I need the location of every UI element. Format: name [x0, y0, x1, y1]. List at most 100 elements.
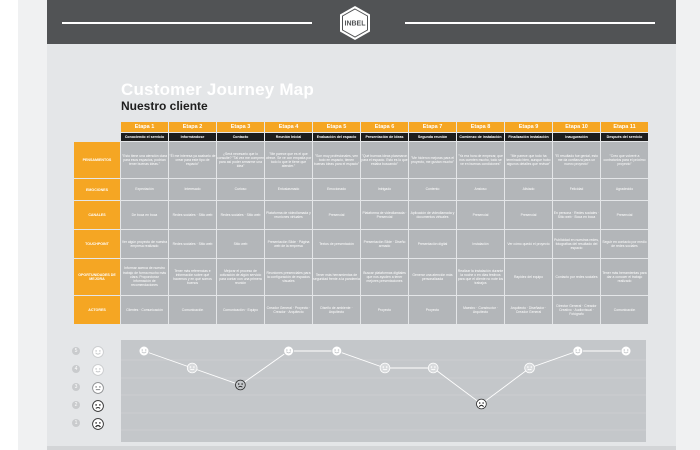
table-cell: Ansioso: [457, 179, 504, 200]
table-cell: "Él me interesa ya acabarlo de crear par…: [169, 142, 216, 178]
table-row: PENSAMIENTOS "Esto tiene una atención cla…: [74, 142, 648, 178]
table-cell: Publicidad en nuestras redes, fotografía…: [553, 230, 600, 258]
emotion-point-8-very-sad-face-icon: [476, 398, 487, 410]
inbel-logo: INBEL: [337, 5, 373, 41]
table-cell: Mejorar el proceso de cotización de algú…: [217, 259, 264, 295]
table-cell: Presencial: [601, 201, 648, 229]
level-dot: 5: [72, 347, 80, 355]
emotion-scale-row: 3: [72, 381, 162, 394]
table-cell: "Qué buenas ideas plasmaron para el espa…: [361, 142, 408, 178]
table-cell: Aplicación de videollamada y documentos …: [409, 201, 456, 229]
table-cell: Proyecto: [361, 296, 408, 324]
header-line-right: [405, 22, 655, 24]
table-cell: "Me parece que es el que ofrece. Se ve c…: [265, 142, 312, 178]
stage-header-10: Etapa 10: [553, 122, 600, 132]
table-cell: Entusiasmado: [265, 179, 312, 200]
table-corner: [74, 122, 120, 132]
table-cell: Redes sociales · Sitio web: [217, 201, 264, 229]
stage-header-9: Etapa 9: [505, 122, 552, 132]
table-cell: Clientes · Comunicación: [121, 296, 168, 324]
table-cell: Ver algún proyecto de nuestra empresa re…: [121, 230, 168, 258]
table-cell: Presentación digital: [409, 230, 456, 258]
bottom-bar: [47, 446, 676, 450]
stage-name-8: Comienzo de instalación: [457, 133, 504, 141]
row-label: CANALES: [74, 201, 120, 229]
emotion-point-10-very-happy-face-icon: [572, 345, 584, 357]
table-cell: Maestro · Constructor · Arquitecto: [457, 296, 504, 324]
row-label: PENSAMIENTOS: [74, 142, 120, 178]
logo-text: INBEL: [345, 21, 367, 28]
stage-header-4: Etapa 4: [265, 122, 312, 132]
table-cell: "Esto tiene una atención clara para esos…: [121, 142, 168, 178]
table-cell: Comunicación: [601, 296, 648, 324]
table-cell: Redes sociales · Sitio web: [169, 201, 216, 229]
table-cell: Textos de presentación: [313, 230, 360, 258]
table-cell: Buscar plataformas digitales que nos ayu…: [361, 259, 408, 295]
level-dot: 3: [72, 383, 80, 391]
table-cell: Presencial: [505, 201, 552, 229]
table-cell: Interesado: [169, 179, 216, 200]
emotion-point-6-happy-face-icon: [379, 362, 391, 374]
table-cell: Aliviado: [505, 179, 552, 200]
journey-table: Etapa 1 Etapa 2 Etapa 3 Etapa 4 Etapa 5 Etapa…: [73, 121, 649, 325]
emotion-scale-row: 4: [72, 363, 162, 376]
stage-header-1: Etapa 1: [121, 122, 168, 132]
level-dot: 2: [72, 401, 80, 409]
table-cell: Presencial: [457, 201, 504, 229]
emotion-point-7-happy-face-icon: [427, 362, 439, 374]
emotion-point-2-happy-face-icon: [186, 362, 198, 374]
table-cell: Reuniones presenciales para la configura…: [265, 259, 312, 295]
table-cell: Tener más herramientas de seguridad fren…: [313, 259, 360, 295]
table-row: CANALES De boca en boca Redes sociales · S…: [74, 201, 648, 229]
stage-name-10: Inauguración: [553, 133, 600, 141]
stage-name-2: Informándose: [169, 133, 216, 141]
stage-header-6: Etapa 6: [361, 122, 408, 132]
very-happy-face-icon: [92, 345, 104, 358]
stage-header-2: Etapa 2: [169, 122, 216, 132]
table-cell: Seguir en contacto por medio de redes so…: [601, 230, 648, 258]
row-label: OPORTUNIDADES DE MEJORA: [74, 259, 120, 295]
left-margin: [0, 0, 18, 450]
stage-name-3: Contacto: [217, 133, 264, 141]
emotion-point-5-very-happy-face-icon: [331, 345, 343, 357]
emotion-scale-row: 2: [72, 399, 162, 412]
table-cell: Sitio web: [217, 230, 264, 258]
stage-name-5: Evaluación del espacio: [313, 133, 360, 141]
table-row: ACTORES Clientes · Comunicación Comunicaci…: [74, 296, 648, 324]
table-cell: Proyecto: [409, 296, 456, 324]
table-cell: Expectación: [121, 179, 168, 200]
very-sad-face-icon: [92, 417, 104, 430]
table-cell: Realizar la instalación durante la noche…: [457, 259, 504, 295]
row-label: TOUCHPOINT: [74, 230, 120, 258]
emotion-curve-line: [143, 350, 626, 405]
table-cell: "Creo que volveré a contratarlos para el…: [601, 142, 648, 178]
stage-header-5: Etapa 5: [313, 122, 360, 132]
emotion-point-9-happy-face-icon: [524, 362, 535, 374]
emotion-scale-row: 1: [72, 417, 162, 430]
table-cell: Comunicación: [169, 296, 216, 324]
neutral-face-icon: [92, 381, 104, 394]
table-cell: De boca en boca: [121, 201, 168, 229]
table-cell: "Son muy profesionales, ven todo en espa…: [313, 142, 360, 178]
stage-header-11: Etapa 11: [601, 122, 648, 132]
stage-header-7: Etapa 7: [409, 122, 456, 132]
page-subtitle: Nuestro cliente: [121, 99, 208, 113]
header-line-left: [62, 22, 312, 24]
table-cell: Redes sociales · Sitio web: [169, 230, 216, 258]
table-cell: Comunicación · Equipo: [217, 296, 264, 324]
table-row: EMOCIONES Expectación Interesado Curioso Ent…: [74, 179, 648, 200]
table-cell: "El resultado fue genial, esto me da con…: [553, 142, 600, 178]
table-cell: Presencial: [313, 201, 360, 229]
table-cell: Curioso: [217, 179, 264, 200]
emotion-point-4-very-happy-face-icon: [283, 345, 294, 357]
table-cell: Contacto por redes sociales: [553, 259, 600, 295]
table-cell: "Me parece que todo ha terminado bien, a…: [505, 142, 552, 178]
table-row: OPORTUNIDADES DE MEJORA Informar acerca d…: [74, 259, 648, 295]
table-row: TOUCHPOINT Ver algún proyecto de nuestra …: [74, 230, 648, 258]
table-cell: Plataforma de videollamada y reuniones v…: [265, 201, 312, 229]
row-label: EMOCIONES: [74, 179, 120, 200]
stage-header-3: Etapa 3: [217, 122, 264, 132]
table-cell: Diseño de ambiente · Arquitecto: [313, 296, 360, 324]
table-cell: Ver cómo quedó el proyecto: [505, 230, 552, 258]
emotion-chart: [121, 340, 646, 442]
